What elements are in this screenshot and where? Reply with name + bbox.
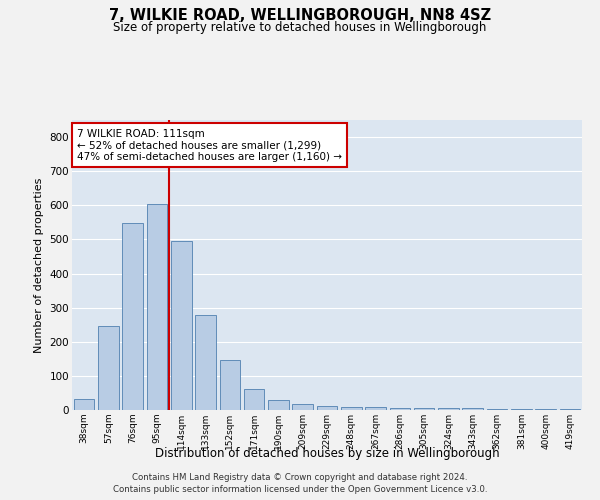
Bar <box>195 315 216 410</box>
Text: Distribution of detached houses by size in Wellingborough: Distribution of detached houses by size … <box>155 448 499 460</box>
Bar <box>146 204 167 410</box>
Bar <box>244 389 265 410</box>
Text: Size of property relative to detached houses in Wellingborough: Size of property relative to detached ho… <box>113 21 487 34</box>
Text: 7 WILKIE ROAD: 111sqm
← 52% of detached houses are smaller (1,299)
47% of semi-d: 7 WILKIE ROAD: 111sqm ← 52% of detached … <box>77 128 342 162</box>
Bar <box>220 360 240 410</box>
Bar <box>438 408 459 410</box>
Bar <box>365 408 386 410</box>
Bar <box>74 399 94 410</box>
Bar <box>122 223 143 410</box>
Bar <box>341 406 362 410</box>
Bar <box>98 326 119 410</box>
Bar <box>171 242 191 410</box>
Bar <box>414 408 434 410</box>
Text: Contains HM Land Registry data © Crown copyright and database right 2024.: Contains HM Land Registry data © Crown c… <box>132 472 468 482</box>
Text: 7, WILKIE ROAD, WELLINGBOROUGH, NN8 4SZ: 7, WILKIE ROAD, WELLINGBOROUGH, NN8 4SZ <box>109 8 491 22</box>
Bar <box>487 409 508 410</box>
Bar <box>317 406 337 410</box>
Bar <box>292 404 313 410</box>
Text: Contains public sector information licensed under the Open Government Licence v3: Contains public sector information licen… <box>113 485 487 494</box>
Bar <box>268 400 289 410</box>
Bar <box>389 408 410 410</box>
Bar <box>463 408 483 410</box>
Y-axis label: Number of detached properties: Number of detached properties <box>34 178 44 352</box>
